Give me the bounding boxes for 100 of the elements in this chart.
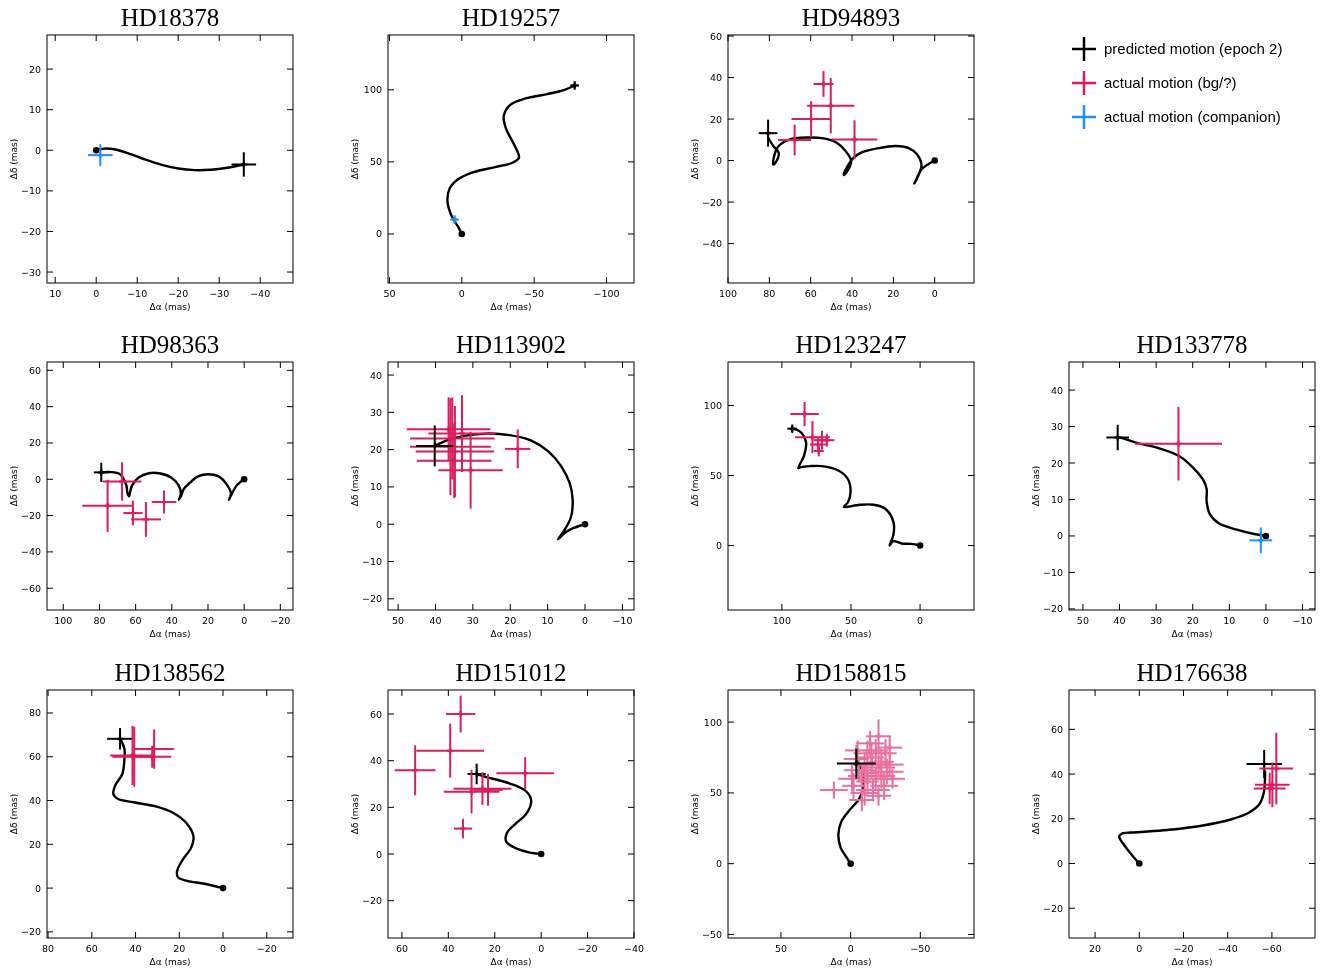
y-tick-label: 20 [1050,457,1063,469]
chart-title: HD176638 [1136,659,1248,686]
chart-title: HD94893 [801,4,901,31]
y-tick-label: 20 [369,801,382,813]
x-tick-label: 0 [1262,615,1269,626]
y-axis-title: Δδ (mas) [690,138,700,180]
y-tick-label: 100 [703,716,722,728]
x-tick-label: −20 [1173,943,1194,954]
x-tick-label: 40 [429,615,442,626]
y-tick-label: 20 [369,444,382,456]
x-tick-label: 10 [49,288,62,299]
y-tick-label: 0 [1056,858,1063,870]
x-tick-label: 0 [917,615,924,626]
x-tick-label: 80 [763,288,776,299]
x-tick-label: 10 [541,615,554,626]
y-tick-label: 40 [28,401,41,413]
y-tick-label: −20 [20,510,41,522]
x-tick-label: −10 [612,615,633,626]
y-axis-title: Δδ (mas) [9,465,19,507]
y-tick-label: −10 [20,185,41,197]
chart-title: HD98363 [120,331,220,358]
y-tick-label: 40 [369,369,382,381]
x-tick-label: −20 [577,943,598,954]
x-tick-label: 40 [1113,615,1126,626]
x-tick-label: −10 [127,288,148,299]
y-tick-label: −20 [20,926,41,938]
x-axis-title: Δα (mas) [149,629,191,639]
y-tick-label: 60 [709,30,722,42]
y-tick-label: 0 [375,518,382,530]
y-tick-label: 0 [375,848,382,860]
y-tick-label: 20 [28,63,41,75]
legend-label: actual motion (companion) [1104,108,1281,125]
x-axis-title: Δα (mas) [830,302,872,312]
y-tick-label: 60 [28,364,41,376]
y-tick-label: 60 [28,751,41,763]
x-tick-label: 60 [129,615,142,626]
chart-title: HD113902 [455,331,567,358]
x-tick-label: 40 [845,288,859,299]
y-tick-label: 50 [709,787,722,799]
legend-label: actual motion (bg/?) [1104,74,1237,91]
y-tick-label: −20 [361,895,382,907]
y-tick-label: 40 [369,755,382,767]
x-tick-label: −10 [1292,615,1313,626]
y-tick-label: −40 [20,546,41,558]
y-tick-label: 0 [34,144,41,156]
x-tick-label: −60 [1261,943,1282,954]
y-tick-label: −10 [1042,566,1063,578]
y-tick-label: 100 [363,84,382,96]
x-tick-label: 20 [173,943,186,954]
x-tick-label: 100 [54,615,73,626]
y-tick-label: 10 [1050,493,1063,505]
y-tick-label: −60 [20,582,41,594]
y-tick-label: 60 [1050,723,1063,735]
y-tick-label: 20 [28,838,41,850]
y-tick-label: 0 [715,540,722,552]
x-tick-label: 50 [844,615,858,626]
x-tick-label: 0 [93,288,100,299]
x-axis-title: Δα (mas) [830,957,872,967]
x-axis-title: Δα (mas) [490,629,532,639]
x-tick-label: 100 [772,615,791,626]
x-tick-label: 0 [458,288,465,299]
x-tick-label: 80 [42,943,55,954]
x-tick-label: 80 [93,615,106,626]
y-tick-label: 0 [1056,530,1063,542]
chart-title: HD18378 [120,4,220,31]
x-tick-label: 0 [241,615,248,626]
x-tick-label: 0 [538,943,545,954]
y-tick-label: 20 [28,437,41,449]
x-tick-label: 50 [1076,615,1089,626]
y-tick-label: 0 [715,155,722,167]
y-tick-label: 40 [1050,768,1063,780]
x-tick-label: 20 [504,615,517,626]
y-tick-label: −20 [701,196,722,208]
y-axis-title: Δδ (mas) [9,138,19,180]
y-tick-label: 40 [28,795,41,807]
x-tick-label: 40 [442,943,455,954]
chart-title: HD19257 [461,4,561,31]
y-tick-label: 50 [709,469,722,481]
x-tick-label: −50 [910,943,931,954]
y-tick-label: −20 [1042,603,1063,615]
y-tick-label: −10 [361,556,382,568]
x-tick-label: 50 [392,615,405,626]
y-tick-label: 10 [28,104,41,116]
y-tick-label: 30 [1050,421,1063,433]
x-axis-title: Δα (mas) [149,302,191,312]
y-tick-label: −30 [20,266,41,278]
x-tick-label: −20 [256,943,277,954]
y-tick-label: 0 [715,858,722,870]
chart-title: HD151012 [455,659,567,686]
x-tick-label: 30 [466,615,479,626]
y-tick-label: 30 [369,406,382,418]
y-tick-label: 20 [709,113,722,125]
y-axis-title: Δδ (mas) [350,465,360,507]
y-tick-label: −40 [701,238,722,250]
x-tick-label: 30 [1150,615,1163,626]
y-tick-label: 40 [1050,384,1063,396]
y-tick-label: 100 [703,399,722,411]
y-tick-label: 60 [369,708,382,720]
y-axis-title: Δδ (mas) [690,793,700,835]
y-axis-title: Δδ (mas) [350,793,360,835]
